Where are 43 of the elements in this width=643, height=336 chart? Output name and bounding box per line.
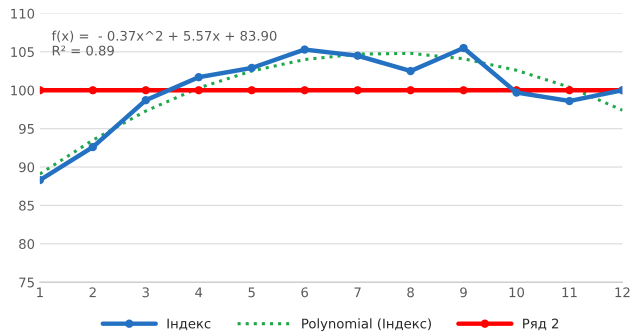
x-tick-label: 6: [301, 287, 308, 298]
y-tick-label: 95: [19, 124, 34, 134]
annotation: f(x) = - 0.37x^2 + 5.57x + 83.90 R² = 0.89: [52, 30, 276, 56]
point: [248, 64, 256, 72]
x-tick-label: 8: [407, 287, 414, 298]
x-tick-label: 5: [248, 288, 255, 298]
point: [459, 44, 468, 52]
x-tick-label: 1: [37, 288, 43, 298]
point: [565, 86, 574, 94]
y-tick-label: 110: [11, 8, 34, 19]
x-tick-label: 3: [142, 287, 149, 298]
point: [142, 96, 150, 104]
point: [353, 52, 362, 60]
y-tick-label: 105: [11, 47, 34, 58]
y-tick-label: 85: [19, 200, 34, 211]
x-tick-label: 10: [510, 287, 524, 298]
point: [353, 86, 362, 94]
point: [194, 86, 203, 94]
point: [194, 73, 203, 82]
x-tick-label: 2: [90, 287, 96, 298]
legend-label: Polynomial (Індекс): [302, 318, 431, 332]
point: [459, 86, 468, 94]
x-tick-label: 7: [354, 288, 361, 298]
point: [300, 45, 309, 54]
x-tick-label: 12: [615, 287, 630, 298]
point: [406, 66, 415, 76]
point: [565, 96, 574, 106]
y-tick-label: 80: [19, 239, 34, 250]
point: [88, 86, 97, 94]
legend-label: Ряд 2: [523, 318, 558, 330]
point: [248, 86, 256, 94]
point: [142, 86, 150, 94]
point: [406, 86, 415, 94]
point: [512, 88, 521, 97]
x-tick-label: 11: [562, 288, 577, 298]
y-tick-label: 75: [19, 278, 34, 288]
x-tick-label: 9: [460, 287, 467, 298]
point: [88, 142, 97, 152]
y-tick-label: 100: [11, 85, 34, 96]
x-tick-label: 4: [195, 288, 202, 298]
point: [300, 86, 309, 94]
y-tick-label: 90: [19, 162, 34, 172]
legend-label: Індекс: [167, 318, 210, 330]
